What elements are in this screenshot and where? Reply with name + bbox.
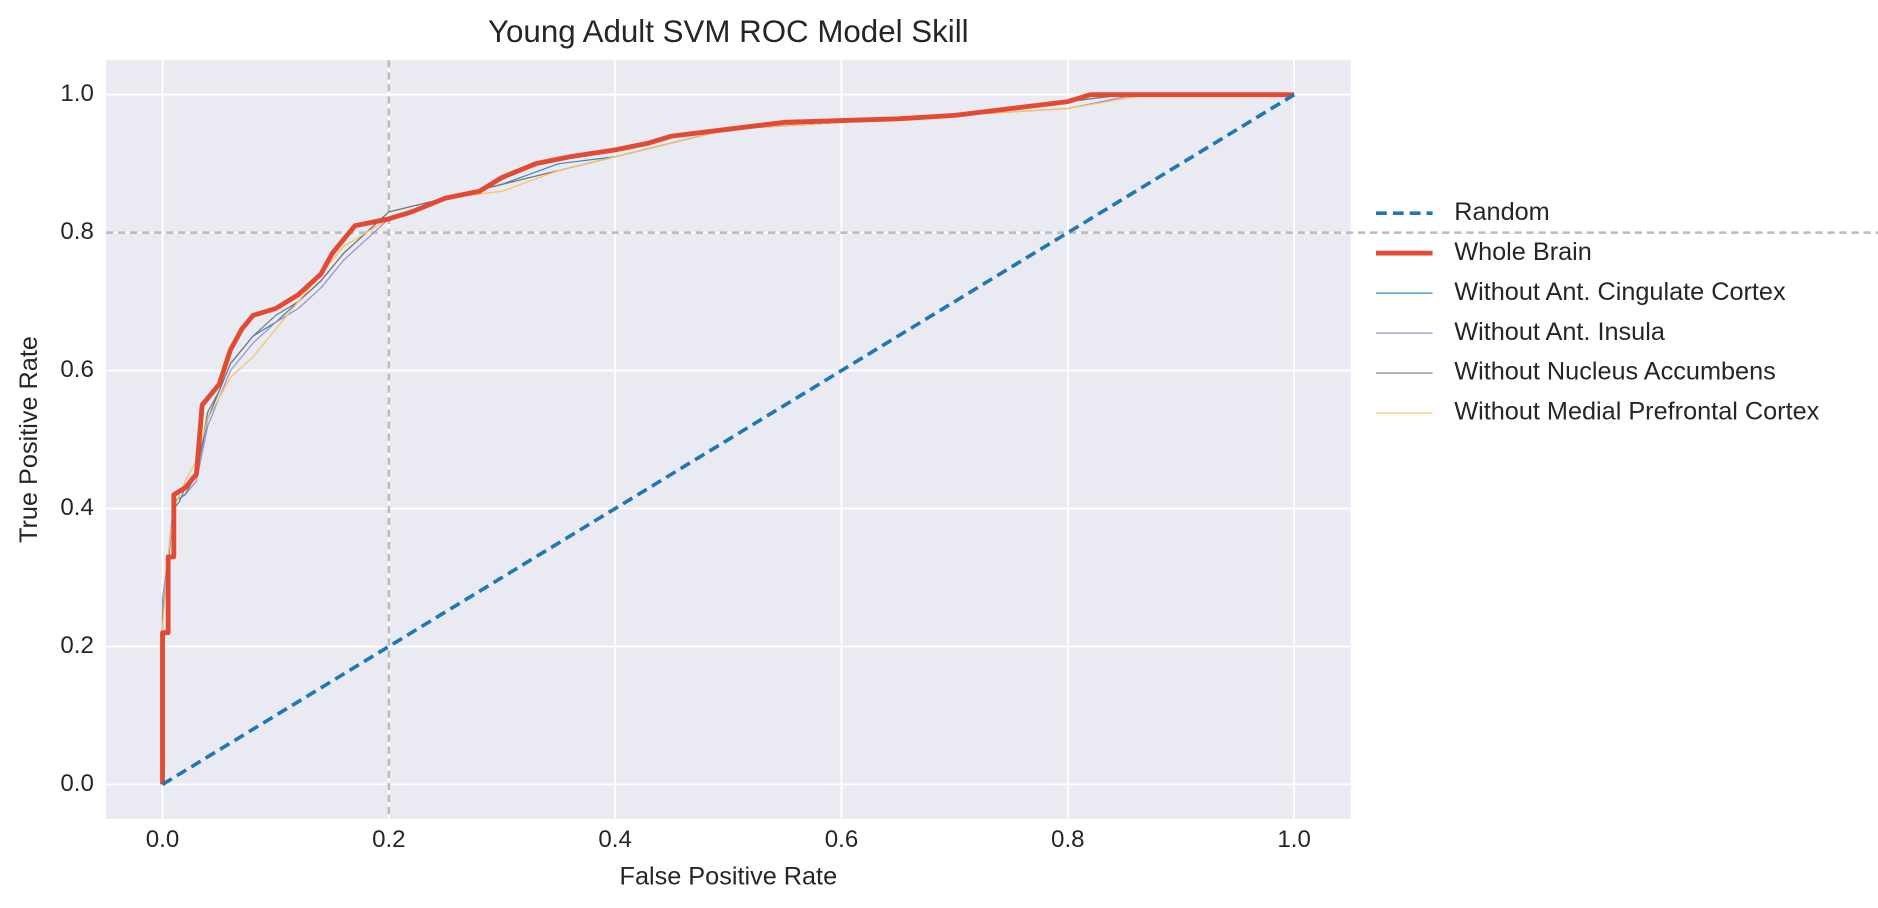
y-tick-label: 0.4 <box>60 494 93 521</box>
y-tick-label: 0.8 <box>60 218 93 245</box>
legend-label: Random <box>1454 198 1549 226</box>
y-tick-label: 1.0 <box>60 80 93 107</box>
roc-line <box>160 92 1295 785</box>
legend-label: Without Ant. Cingulate Cortex <box>1454 278 1786 306</box>
y-tick-label: 0.2 <box>60 632 93 659</box>
legend: Random Whole Brain Without Ant. Cingulate … <box>1375 198 1820 426</box>
roc-line <box>161 94 1295 785</box>
x-axis-label: False Positive Rate <box>620 863 838 891</box>
legend-label: Without Ant. Insula <box>1454 318 1666 346</box>
x-tick-label: 0.4 <box>598 826 631 853</box>
chart-title: Young Adult SVM ROC Model Skill <box>488 14 969 49</box>
legend-label: Without Nucleus Accumbens <box>1454 358 1776 386</box>
grid <box>105 60 1878 819</box>
legend-label: Without Medial Prefrontal Cortex <box>1454 398 1819 426</box>
roc-line <box>161 93 1296 786</box>
lines <box>160 92 1296 786</box>
x-tick-label: 0.2 <box>372 826 405 853</box>
y-tick-label: 0.6 <box>60 356 93 383</box>
x-tick-label: 0.6 <box>825 826 858 853</box>
x-tick-label: 0.0 <box>146 826 179 853</box>
y-axis-label: True Positive Rate <box>15 336 43 543</box>
legend-label: Whole Brain <box>1454 238 1592 266</box>
y-tick-label: 0.0 <box>60 770 93 797</box>
x-tick-label: 0.8 <box>1051 826 1084 853</box>
x-tick-label: 1.0 <box>1277 826 1310 853</box>
